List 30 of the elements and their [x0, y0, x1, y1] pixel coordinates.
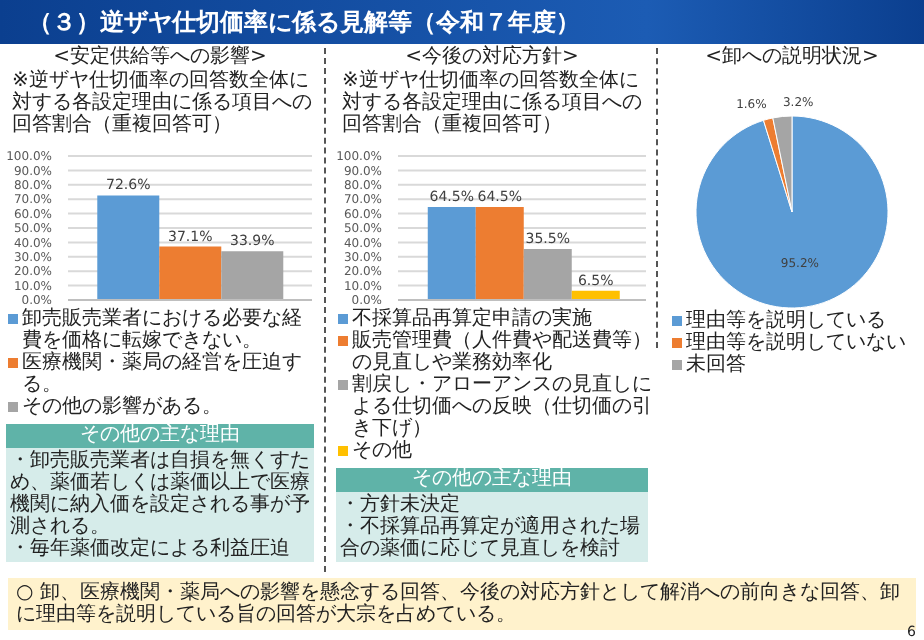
legend-label: 理由等を説明している — [686, 310, 886, 332]
legend-label: その他 — [352, 440, 412, 462]
legend-label: 販売管理費（人件費や配送費等）の見直しや業務効率化 — [352, 330, 654, 374]
text: ・毎年薬価改定による利益圧迫 — [10, 538, 292, 560]
text: ※逆ザヤ仕切価率の回答数全体に対する各設定理由に係る項目への回答割合（重複回答可） — [340, 70, 644, 136]
text: ・卸売販売業者は自損を無くすため、薬価若しくは薬価以上で医療機関に納入価を設定される事が予測される。 — [10, 450, 310, 538]
legend-label: 理由等を説明していない — [686, 332, 906, 354]
text: ○ 卸、医療機関・薬局への影響を懸念する回答、今後の対応方針として解消への前向きな回答、卸に理由等を説明している旨の回答が大宗を占めている。 — [16, 582, 900, 626]
text: ・不採算品再算定が適用された場合の薬価に応じて見直しを検討 — [340, 516, 642, 560]
text: ※逆ザヤ仕切価率の回答数全体に対する各設定理由に係る項目への回答割合（重複回答可） — [10, 70, 314, 136]
text: その他の主な理由 — [6, 424, 314, 448]
text: ・方針未決定 — [340, 494, 462, 516]
bar — [221, 251, 284, 300]
bar — [523, 248, 572, 300]
legend-label: 不採算品再算定申請の実施 — [352, 308, 592, 330]
legend-label: その他の影響がある。 — [22, 396, 222, 418]
bar — [475, 207, 524, 300]
pie-slice — [695, 115, 889, 309]
legend-label: 卸売販売業者における必要な経費を価格に転嫁できない。 — [22, 308, 304, 352]
chart-title: <安定供給等への影響> — [51, 46, 269, 69]
legend-label: 医療機関・薬局の経営を圧迫する。 — [22, 352, 304, 396]
bar — [427, 207, 476, 300]
legend-label: 未回答 — [686, 354, 746, 376]
bar — [159, 246, 222, 300]
chart-title: <今後の対応方針> — [403, 46, 581, 69]
legend-label: 割戻し・アローアンスの見直しによる仕切価への反映（仕切価の引き下げ） — [352, 374, 654, 440]
text: その他の主な理由 — [336, 468, 648, 492]
chart-subtitle: （３）逆ザヤ仕切価率に係る見解等（令和７年度） — [0, 0, 924, 44]
chart-title: <卸への説明状況> — [703, 46, 881, 70]
bar — [97, 195, 160, 300]
